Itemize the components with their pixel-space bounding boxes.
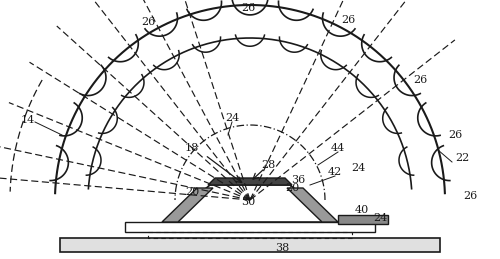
Polygon shape [165,185,335,222]
Text: 26: 26 [141,17,155,27]
Bar [338,215,388,224]
Text: 30: 30 [241,197,255,207]
Polygon shape [162,188,213,222]
Text: 26: 26 [448,130,462,140]
Text: 20: 20 [185,187,199,197]
Polygon shape [287,188,338,222]
Text: 28: 28 [261,160,275,170]
Text: 26: 26 [463,191,477,201]
Text: 42: 42 [328,167,342,177]
Bar [60,238,440,252]
Text: 24: 24 [373,213,387,223]
Bar [125,222,375,232]
Text: 24: 24 [351,163,365,173]
Text: 24: 24 [225,113,239,123]
Text: 26: 26 [413,75,427,85]
Text: 36: 36 [291,175,305,185]
Text: 38: 38 [275,243,289,253]
Text: 40: 40 [355,205,369,215]
Text: 26: 26 [241,3,255,13]
Text: 14: 14 [21,115,35,125]
Text: 18: 18 [185,143,199,153]
Polygon shape [208,178,292,185]
Text: 44: 44 [331,143,345,153]
Text: 20: 20 [285,183,299,193]
Text: 22: 22 [455,153,469,163]
Text: 26: 26 [341,15,355,25]
